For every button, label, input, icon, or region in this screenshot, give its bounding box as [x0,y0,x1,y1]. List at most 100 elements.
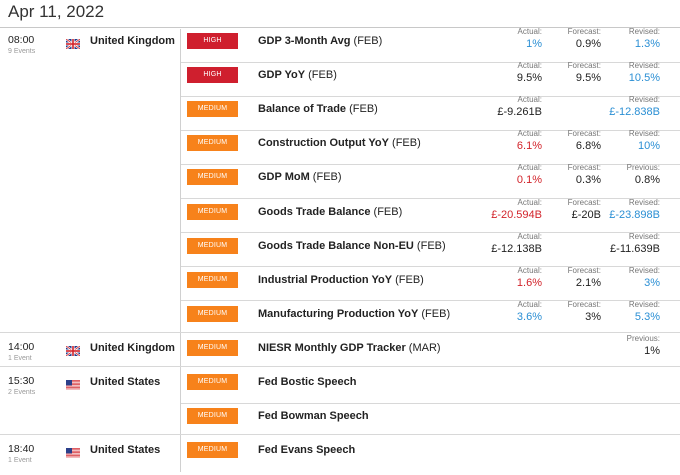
event-count: 1 Event [8,457,32,465]
date-header: Apr 11, 2022 [0,0,680,28]
event-count: 1 Event [8,354,32,362]
value-number: 6.8% [575,140,601,153]
value-cell: Actual: £-12.138B [462,232,542,262]
value-label: Previous: [626,333,660,343]
value-number: 5.3% [634,310,660,323]
event-period: (FEB) [370,205,403,218]
value-cell: Previous: 1% [580,334,660,364]
value-label: Actual: [517,95,542,105]
event-name[interactable]: Fed Evans Speech [258,444,355,456]
row-separator [181,61,680,63]
event-name[interactable]: GDP YoY (FEB) [258,69,337,81]
value-label: Forecast: [567,163,601,173]
country-name: United States [90,444,161,457]
value-cell: Forecast: 3% [521,300,601,330]
event-title: Construction Output YoY [258,137,389,150]
event-count: 2 Events [8,389,36,396]
uk-flag [65,36,81,50]
country-name: United Kingdom [90,35,175,47]
value-cell: Revised: 5.3% [580,300,660,330]
event-title: GDP YoY [258,69,306,82]
value-number: 9.5% [575,72,601,85]
high-impact-badge: HIGH [187,67,238,84]
value-cell: Actual: 1% [462,27,542,57]
group-separator [0,331,680,333]
group-separator [0,365,680,367]
medium-impact-badge: MEDIUM [187,169,238,186]
value-cell: Actual: 1.6% [462,266,542,296]
value-label: Revised: [628,197,660,207]
value-number: 10% [637,140,660,153]
medium-impact-badge: MEDIUM [187,101,238,118]
value-number: £-20.594B [491,208,542,221]
value-label: Actual: [517,61,542,71]
event-name[interactable]: Fed Bowman Speech [258,410,369,422]
event-name[interactable]: Manufacturing Production YoY (FEB) [258,308,450,320]
value-cell: Forecast: 9.5% [521,61,601,91]
event-period: (FEB) [305,69,337,82]
value-label: Revised: [628,95,660,105]
group-separator [0,433,680,435]
value-number: 0.9% [575,38,601,50]
event-period: (FEB) [309,171,342,184]
medium-impact-badge: MEDIUM [187,237,238,254]
value-label: Actual: [517,27,542,36]
medium-impact-badge: MEDIUM [187,442,238,459]
value-label: Actual: [517,163,542,173]
value-number: 3% [585,310,601,323]
row-separator [181,95,680,97]
value-number: 1% [526,38,542,50]
value-number: £-9.261B [497,106,542,119]
event-name[interactable]: Fed Bostic Speech [258,376,356,388]
value-label: Forecast: [567,27,601,36]
column-divider [180,438,181,473]
column-divider [180,29,181,336]
event-period: (FEB) [346,103,378,116]
event-name[interactable]: Industrial Production YoY (FEB) [258,274,424,286]
event-title: Fed Evans Speech [258,444,356,457]
event-period: (FEB) [413,239,446,252]
event-name[interactable]: NIESR Monthly GDP Tracker (MAR) [258,342,441,354]
value-cell: Forecast: £-20B [521,198,601,228]
event-title: Fed Bostic Speech [258,376,357,388]
value-label: Actual: [517,129,542,139]
event-name[interactable]: Balance of Trade (FEB) [258,103,378,115]
value-cell: Revised: £-23.898B [580,198,660,228]
row-separator [181,129,680,131]
value-cell: Revised: 10.5% [580,61,660,91]
value-cell: Forecast: 0.9% [521,27,601,57]
value-number: 3.6% [516,310,542,323]
country-name: United States [90,376,161,388]
value-label: Forecast: [567,299,601,309]
event-title: GDP 3-Month Avg [258,35,351,47]
column-divider [180,335,181,370]
row-separator [181,232,680,234]
value-cell: Revised: £-11.639B [580,232,660,262]
value-number: 0.8% [634,174,660,187]
event-name[interactable]: Construction Output YoY (FEB) [258,137,421,149]
value-cell: Actual: 6.1% [462,129,542,159]
row-separator [181,300,680,302]
value-number: 1% [644,344,660,357]
value-number: £-20B [571,208,601,221]
event-title: Goods Trade Balance [258,205,371,218]
event-name[interactable]: Goods Trade Balance Non-EU (FEB) [258,240,446,252]
medium-impact-badge: MEDIUM [187,339,238,356]
event-name[interactable]: GDP 3-Month Avg (FEB) [258,35,382,47]
event-name[interactable]: GDP MoM (FEB) [258,171,342,183]
event-title: Industrial Production YoY [258,273,393,286]
value-number: £-11.639B [610,242,660,255]
event-name[interactable]: Goods Trade Balance (FEB) [258,206,402,218]
value-label: Previous: [626,163,660,173]
value-label: Revised: [628,299,660,309]
value-number: 6.1% [516,140,542,153]
medium-impact-badge: MEDIUM [187,135,238,152]
event-period: (FEB) [418,307,451,320]
medium-impact-badge: MEDIUM [187,374,238,390]
value-cell: Forecast: 2.1% [521,266,601,296]
value-label: Forecast: [567,61,601,71]
value-label: Forecast: [567,129,601,139]
event-period: (FEB) [392,273,424,286]
value-label: Revised: [628,265,660,275]
event-period: (FEB) [350,35,383,47]
